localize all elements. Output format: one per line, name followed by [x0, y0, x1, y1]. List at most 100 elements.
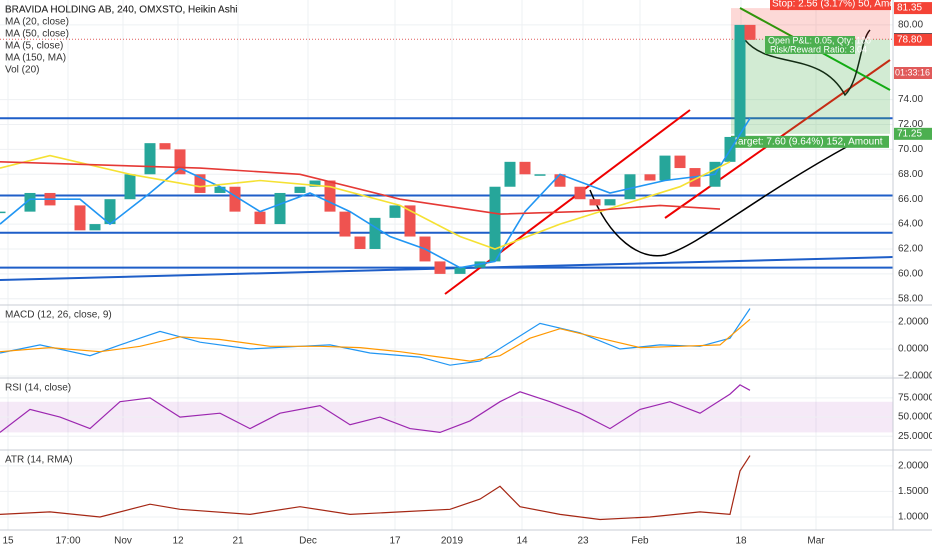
x-tick-label: Nov	[114, 536, 132, 547]
countdown: 01:33:16	[895, 67, 930, 77]
indicator-line	[0, 161, 721, 215]
price-tag-label: 81.35	[897, 3, 922, 14]
legend-title: BRAVIDA HOLDING AB, 240, OMXSTO, Heikin …	[5, 5, 238, 16]
y-tick-label: 70.00	[898, 144, 923, 155]
y-tick-label: 60.00	[898, 269, 923, 280]
candle	[489, 186, 501, 262]
y-tick-label: 66.00	[898, 194, 923, 205]
projection-path	[589, 144, 851, 257]
indicator-line	[0, 455, 751, 521]
stop-box	[770, 0, 891, 11]
candle	[214, 186, 226, 193]
candle	[644, 174, 656, 181]
candle	[589, 199, 601, 206]
candle	[734, 24, 746, 137]
projection-path	[744, 29, 871, 97]
y-tick-label: 74.00	[898, 94, 923, 105]
trend-line	[0, 256, 894, 281]
legend-entry: MA (5, close)	[5, 41, 63, 52]
x-tick-label: 12	[172, 536, 184, 547]
x-tick-label: 14	[516, 536, 528, 547]
candle	[74, 205, 86, 231]
candle	[624, 174, 636, 200]
x-tick-label: Feb	[631, 536, 649, 547]
target-box	[731, 135, 889, 148]
x-tick-label: Dec	[299, 536, 317, 547]
y-tick-label: 25.0000	[898, 431, 932, 442]
pane-title: BRAVIDA HOLDING AB, 240, OMXSTO, Heikin …	[5, 5, 238, 16]
pane-title: ATR (14, RMA)	[5, 455, 73, 466]
candle	[174, 149, 186, 175]
stop-zone	[731, 8, 890, 40]
candle	[254, 211, 266, 225]
candle	[369, 217, 381, 249]
x-tick-label: 2019	[441, 536, 464, 547]
candle	[659, 155, 671, 181]
x-tick-label: Mar	[807, 536, 825, 547]
x-tick-label: 23	[577, 536, 589, 547]
legend-entry: MA (150, MA)	[5, 53, 66, 64]
target-zone	[731, 39, 890, 134]
candle	[519, 161, 531, 175]
price-tag-label: 71.25	[897, 128, 922, 139]
x-tick-label: 17:00	[55, 536, 80, 547]
candle	[0, 211, 6, 214]
target-text: Target: 7.60 (9.64%) 152, Amount	[733, 136, 883, 147]
candle	[89, 224, 101, 231]
legend-entry: MA (20, close)	[5, 17, 69, 28]
indicator-line	[0, 117, 751, 269]
candle	[294, 186, 306, 193]
pane-title: RSI (14, close)	[5, 383, 71, 394]
x-tick-label: 17	[389, 536, 401, 547]
y-tick-label: 72.00	[898, 119, 923, 130]
candle	[144, 143, 156, 175]
stop-text: Stop: 2.56 (3.17%) 50, Amount...	[772, 0, 917, 10]
y-tick-label: 58.00	[898, 293, 923, 304]
pnl-text: Open P&L: 0.05, Qty: 100	[768, 35, 871, 45]
candle	[354, 236, 366, 249]
x-tick-label: 15	[2, 536, 14, 547]
candle	[574, 186, 586, 200]
countdown-box	[894, 67, 932, 79]
candle	[104, 199, 116, 225]
candle	[534, 174, 546, 176]
y-tick-label: 50.0000	[898, 412, 932, 423]
y-tick-label: 0.0000	[898, 344, 929, 355]
y-tick-label: 64.00	[898, 219, 923, 230]
candle	[309, 180, 321, 187]
y-tick-label: 62.00	[898, 244, 923, 255]
candle	[389, 205, 401, 218]
y-tick-label: 75.0000	[898, 393, 932, 404]
price-tag	[894, 127, 932, 140]
candle	[324, 180, 336, 212]
indicator-line	[0, 318, 751, 362]
candle	[504, 161, 516, 187]
candle	[194, 174, 206, 193]
y-tick-label: −2.0000	[898, 371, 932, 382]
candle	[454, 267, 466, 274]
candle	[434, 261, 446, 274]
legend-entry: Vol (20)	[5, 65, 39, 76]
pnl-box	[765, 36, 855, 54]
candle	[744, 24, 756, 40]
indicator-line	[0, 308, 751, 366]
rr-text: Risk/Reward Ratio: 3.04	[770, 44, 867, 54]
y-tick-label: 80.00	[898, 20, 923, 31]
price-tag	[894, 2, 932, 15]
candle	[674, 155, 686, 169]
candle	[159, 143, 171, 150]
candle	[229, 186, 241, 212]
candle	[24, 192, 36, 212]
price-tag	[894, 33, 932, 46]
price-tag-label: 78.80	[897, 34, 922, 45]
y-tick-label: 1.5000	[898, 486, 929, 497]
candle	[274, 192, 286, 225]
y-tick-label: 68.00	[898, 169, 923, 180]
y-tick-label: 2.0000	[898, 317, 929, 328]
candle	[339, 211, 351, 237]
candle	[604, 199, 616, 206]
x-tick-label: 21	[232, 536, 244, 547]
candle	[124, 174, 136, 200]
indicator-line	[0, 154, 731, 250]
